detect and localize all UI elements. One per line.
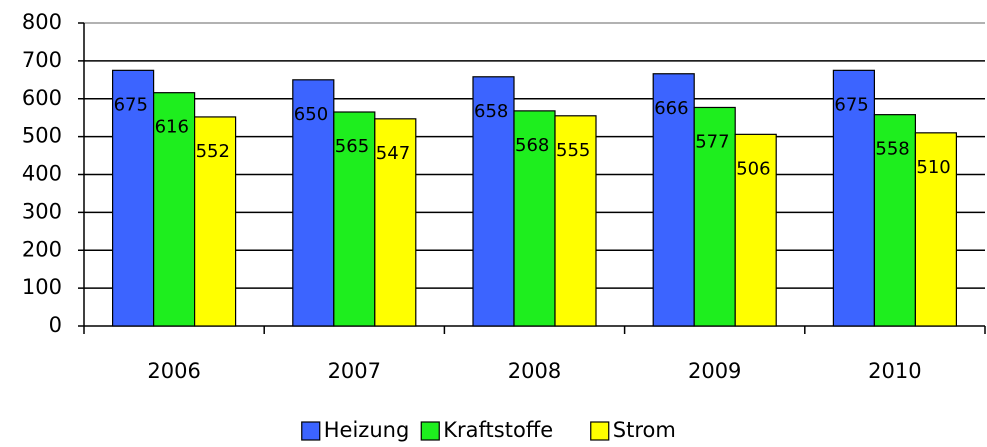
bar (652, 73, 695, 327)
bar (832, 69, 876, 327)
data-label: 577 (695, 131, 729, 152)
bar (374, 118, 417, 327)
data-label: 666 (654, 98, 688, 119)
data-label: 616 (155, 117, 189, 138)
bar (472, 76, 515, 327)
bar (111, 69, 155, 327)
x-tick-label: 2007 (328, 359, 381, 383)
bar (873, 114, 917, 327)
data-label: 552 (196, 141, 230, 162)
bar (734, 133, 777, 327)
x-tick-label: 2010 (868, 359, 921, 383)
data-label: 506 (736, 158, 770, 179)
x-tick-label: 2006 (147, 359, 200, 383)
legend-swatch (301, 421, 321, 441)
y-tick-label: 400 (22, 162, 62, 186)
bar (292, 79, 335, 327)
y-tick-label: 0 (49, 313, 62, 337)
legend-label: Heizung (324, 418, 410, 442)
data-label: 568 (515, 135, 549, 156)
data-label: 555 (556, 140, 590, 161)
bar (914, 132, 958, 327)
y-tick-label: 700 (22, 48, 62, 72)
data-label: 675 (834, 94, 868, 115)
data-label: 650 (294, 104, 328, 125)
y-tick-label: 800 (22, 10, 62, 34)
data-label: 558 (875, 139, 909, 160)
bar (554, 115, 597, 327)
legend-swatch (420, 421, 440, 441)
legend-label: Strom (613, 418, 676, 442)
data-label: 565 (335, 136, 369, 157)
data-label: 675 (114, 94, 148, 115)
y-tick-label: 100 (22, 275, 62, 299)
bar (153, 92, 196, 327)
y-tick-label: 500 (22, 124, 62, 148)
bar (513, 110, 556, 327)
data-label: 547 (376, 143, 410, 164)
y-tick-label: 300 (22, 199, 62, 223)
x-tick-label: 2009 (688, 359, 741, 383)
bar (194, 116, 237, 327)
legend-label: Kraftstoffe (443, 418, 553, 442)
y-tick-label: 200 (22, 237, 62, 261)
data-label: 658 (474, 101, 508, 122)
bar (693, 106, 736, 327)
y-tick-label: 600 (22, 86, 62, 110)
legend-swatch (590, 421, 610, 441)
x-tick-label: 2008 (508, 359, 561, 383)
data-label: 510 (916, 157, 950, 178)
